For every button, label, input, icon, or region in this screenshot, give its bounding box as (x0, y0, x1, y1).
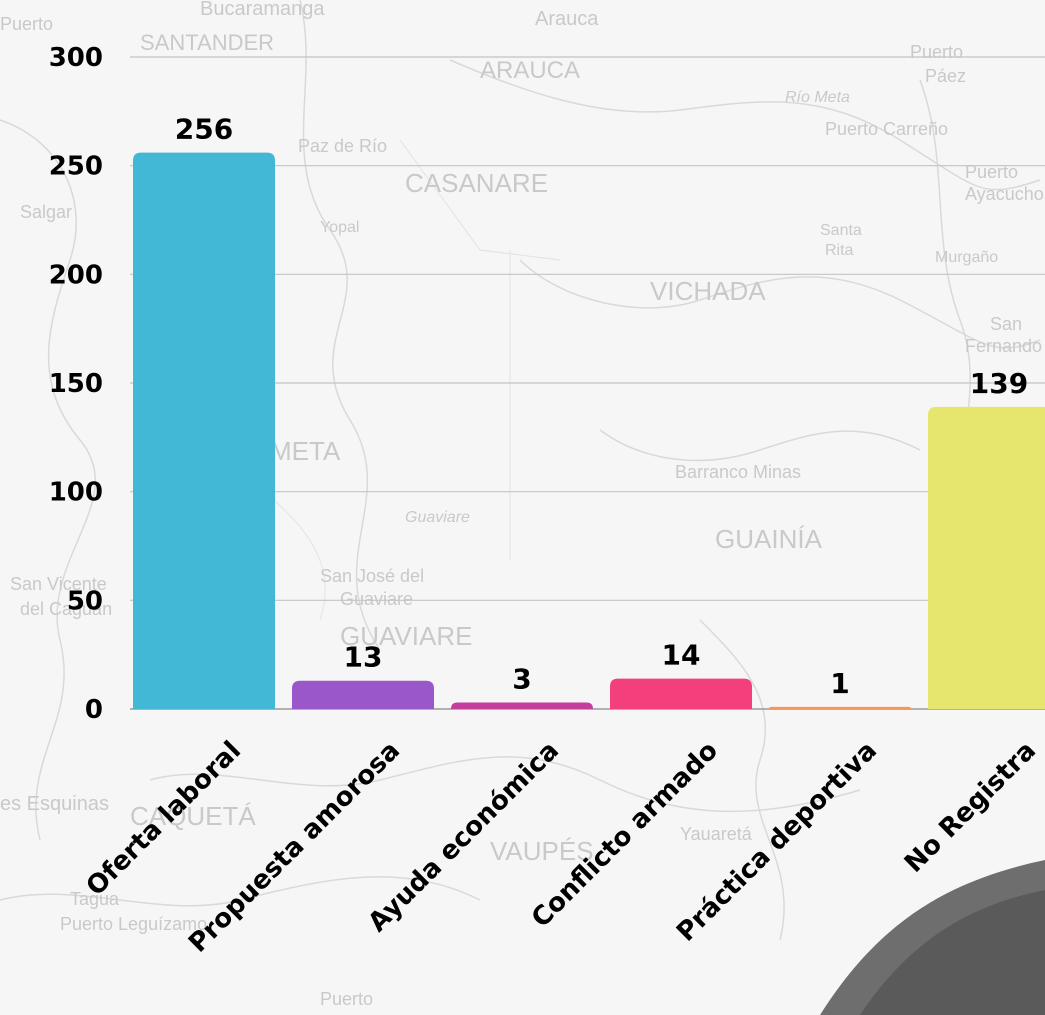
svg-text:del Caguán: del Caguán (20, 599, 112, 619)
svg-text:Yauaretá: Yauaretá (680, 824, 753, 844)
svg-text:Ayacucho: Ayacucho (965, 184, 1044, 204)
y-tick-label: 150 (49, 369, 103, 399)
svg-text:ARAUCA: ARAUCA (480, 57, 580, 84)
svg-text:Puerto: Puerto (320, 989, 373, 1009)
data-label: 13 (344, 641, 383, 674)
data-label: 139 (970, 367, 1028, 400)
svg-text:es Esquinas: es Esquinas (0, 793, 109, 815)
svg-text:San: San (990, 314, 1022, 334)
svg-text:San José del: San José del (320, 566, 424, 586)
bar (451, 702, 593, 709)
svg-text:GUAINÍA: GUAINÍA (715, 524, 823, 554)
bar (292, 680, 434, 709)
bar (769, 706, 911, 709)
bar (133, 152, 275, 710)
y-tick-label: 200 (49, 260, 103, 290)
svg-text:Barranco Minas: Barranco Minas (675, 462, 801, 482)
bars (133, 152, 1045, 710)
svg-text:Paz de Río: Paz de Río (298, 136, 387, 156)
svg-text:META: META (270, 436, 341, 466)
bar (928, 406, 1045, 709)
y-axis-ticks: 0 50 100 150 200 250 300 (49, 43, 103, 725)
category-label: Oferta laboral (81, 736, 247, 902)
bar (610, 678, 752, 709)
data-label: 1 (830, 667, 849, 700)
y-tick-label: 250 (49, 152, 103, 182)
svg-text:San Vicente: San Vicente (10, 574, 107, 594)
svg-text:Puerto Leguízamo: Puerto Leguízamo (60, 914, 207, 934)
svg-text:Fernando: Fernando (965, 336, 1042, 356)
category-label: No Registra (899, 736, 1042, 879)
svg-text:VICHADA: VICHADA (650, 276, 766, 306)
svg-text:Puerto: Puerto (965, 162, 1018, 182)
data-label: 14 (662, 639, 701, 672)
svg-text:CASANARE: CASANARE (405, 168, 548, 198)
y-tick-label: 0 (85, 695, 103, 725)
svg-text:Río Meta: Río Meta (785, 89, 850, 106)
data-label: 256 (175, 113, 233, 146)
svg-text:Murgaño: Murgaño (935, 249, 998, 266)
svg-text:Páez: Páez (925, 66, 966, 86)
y-tick-label: 100 (49, 478, 103, 508)
svg-text:Arauca: Arauca (535, 8, 599, 30)
svg-text:Puerto Carreño: Puerto Carreño (825, 119, 948, 139)
svg-text:Puerto: Puerto (0, 14, 53, 34)
svg-text:Rita: Rita (825, 242, 854, 259)
svg-text:Guaviare: Guaviare (405, 509, 470, 526)
data-labels: 256 13 3 14 1 139 (175, 113, 1028, 700)
svg-text:Yopal: Yopal (320, 219, 359, 236)
svg-text:Guaviare: Guaviare (340, 589, 413, 609)
svg-text:VAUPÉS: VAUPÉS (490, 836, 594, 866)
svg-text:GUAVIARE: GUAVIARE (340, 621, 472, 651)
svg-text:SANTANDER: SANTANDER (140, 30, 274, 55)
data-label: 3 (512, 662, 531, 695)
y-tick-label: 300 (49, 43, 103, 73)
y-tick-label: 50 (67, 586, 103, 616)
svg-text:Salgar: Salgar (20, 202, 72, 222)
svg-text:Tagua: Tagua (70, 889, 120, 909)
svg-text:CAQUETÁ: CAQUETÁ (130, 801, 256, 831)
svg-text:Bucaramanga: Bucaramanga (200, 0, 325, 20)
svg-text:Santa: Santa (820, 222, 862, 239)
